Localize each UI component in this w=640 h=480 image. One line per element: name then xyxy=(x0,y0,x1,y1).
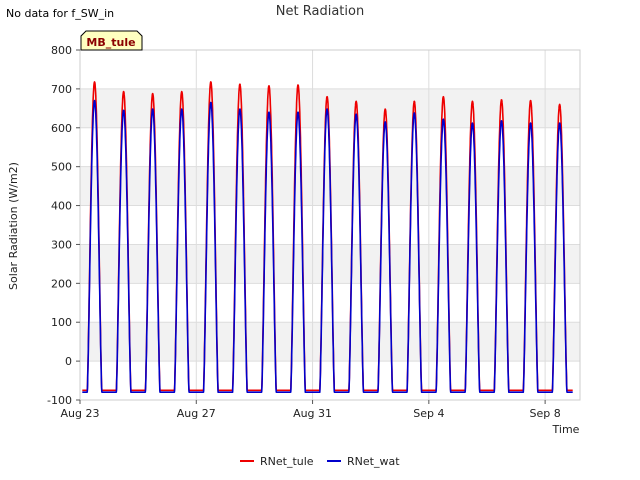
site-badge-background xyxy=(80,30,143,51)
y-tick-label: 800 xyxy=(51,44,72,57)
y-tick-label: 200 xyxy=(51,277,72,290)
legend-label-rnet-wat: RNet_wat xyxy=(347,455,400,468)
y-tick-label: 700 xyxy=(51,83,72,96)
series-line-rnet-tule xyxy=(81,81,574,392)
y-tick-label: 100 xyxy=(51,316,72,329)
background-band xyxy=(80,283,580,323)
background-band xyxy=(80,50,580,89)
x-tick-label: Aug 31 xyxy=(293,407,332,420)
plot-frame xyxy=(79,49,581,401)
background-band xyxy=(80,322,580,362)
x-axis: Aug 23 Aug 27 Aug 31 Sep 4 Sep 8 xyxy=(61,400,561,420)
background-band xyxy=(80,361,580,400)
series-line-rnet-wat xyxy=(81,99,574,393)
x-axis-label: Time xyxy=(552,423,580,436)
background-band xyxy=(80,88,580,128)
y-tick-label: 0 xyxy=(65,355,72,368)
x-tick-label: Sep 4 xyxy=(413,407,444,420)
x-tick-label: Aug 23 xyxy=(61,407,100,420)
y-tick-label: 300 xyxy=(51,238,72,251)
x-tick-label: Sep 8 xyxy=(529,407,560,420)
legend-label-rnet-tule: RNet_tule xyxy=(260,455,314,468)
chart-title: Net Radiation xyxy=(276,4,364,19)
y-tick-label: 400 xyxy=(51,200,72,213)
y-tick-label: 500 xyxy=(51,161,72,174)
no-data-note: No data for f_SW_in xyxy=(6,7,115,20)
y-axis: -100 0 100 200 300 400 500 600 700 800 xyxy=(47,44,80,407)
x-tick-label: Aug 27 xyxy=(177,407,216,420)
legend: RNet_tule RNet_wat xyxy=(240,455,400,468)
series-layer xyxy=(81,81,574,393)
site-badge-label: MB_tule xyxy=(86,36,135,49)
site-badge: MB_tule xyxy=(80,30,143,51)
y-tick-label: 600 xyxy=(51,122,72,135)
y-axis-label: Solar Radiation (W/m2) xyxy=(7,162,20,290)
y-tick-label: -100 xyxy=(47,394,72,407)
